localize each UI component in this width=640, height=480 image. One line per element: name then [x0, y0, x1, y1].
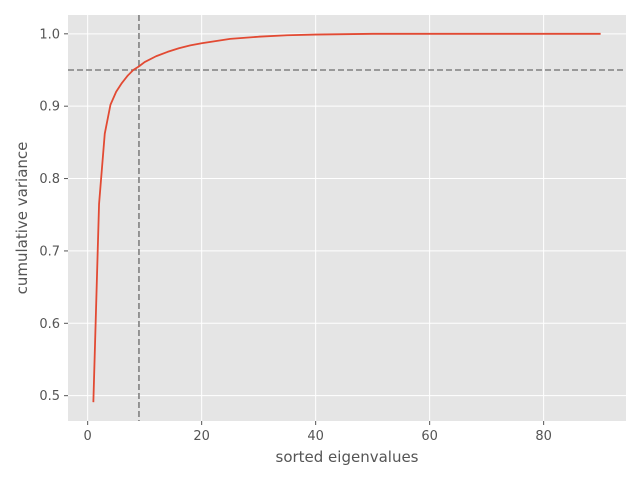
series-layer — [92, 32, 601, 403]
y-tick-label: 0.5 — [39, 389, 60, 404]
x-axis-label: sorted eigenvalues — [276, 448, 419, 466]
y-tick-label: 0.6 — [39, 317, 60, 332]
y-tick-label: 0.9 — [39, 100, 60, 115]
x-tick-label: 40 — [307, 429, 324, 444]
series-line-0 — [92, 32, 601, 403]
y-axis: 0.5 0.6 0.7 0.8 0.9 1.0 — [39, 27, 68, 404]
reference-lines — [68, 15, 626, 421]
x-tick-label: 20 — [193, 429, 210, 444]
y-tick-label: 0.8 — [39, 172, 60, 187]
x-tick-label: 80 — [535, 429, 552, 444]
y-axis-label: cumulative variance — [13, 142, 31, 295]
y-tick-label: 0.7 — [39, 244, 60, 259]
y-tick-label: 1.0 — [39, 27, 60, 42]
plot-area — [68, 15, 626, 421]
x-tick-label: 0 — [84, 429, 92, 444]
x-axis: 0 20 40 60 80 — [84, 421, 552, 444]
x-tick-label: 60 — [421, 429, 438, 444]
gridlines — [68, 15, 626, 421]
